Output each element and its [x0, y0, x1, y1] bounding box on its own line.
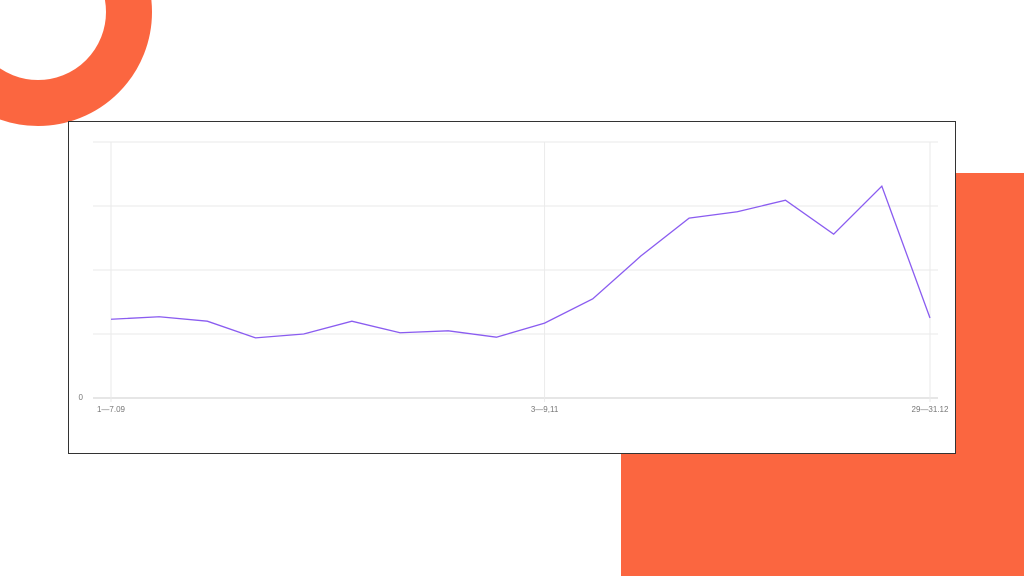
data-line [110, 184, 931, 339]
y-tick-label: 0 [79, 393, 84, 402]
chart-frame [68, 121, 956, 454]
x-tick-label: 3—9,11 [531, 405, 559, 414]
decor-ring [0, 0, 152, 126]
chart: 0 1—7.09 3—9,11 29—31.12 [79, 141, 949, 414]
x-tick-label: 29—31.12 [912, 405, 949, 414]
x-tick-label: 1—7.09 [97, 405, 126, 414]
